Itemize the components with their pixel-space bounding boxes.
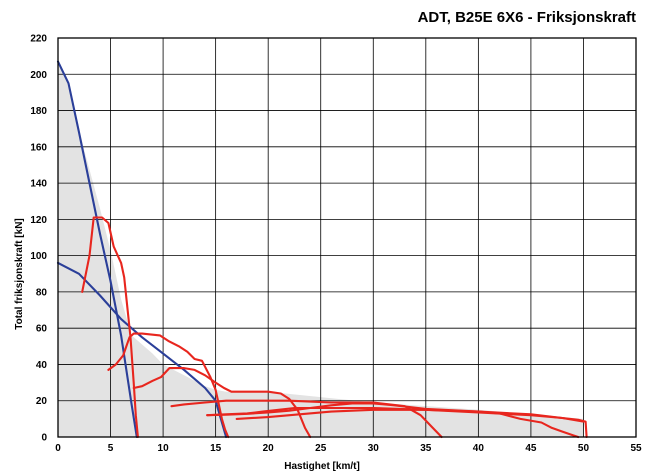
plot-border <box>57 37 637 438</box>
plot-frame <box>57 37 637 438</box>
tractive-line-6 <box>170 399 443 439</box>
x-tick-label: 40 <box>473 443 485 454</box>
tractive-line-9 <box>235 408 585 423</box>
y-tick-label: 220 <box>30 34 47 45</box>
y-tick-label: 60 <box>36 324 48 335</box>
x-axis-ticks: 0 5 10 15 20 25 30 35 40 45 50 55 <box>55 443 642 454</box>
chart-title: ADT, B25E 6X6 - Friksjonskraft <box>418 9 636 26</box>
x-tick-label: 45 <box>525 443 537 454</box>
y-tick-label: 40 <box>36 360 48 371</box>
x-tick-label: 5 <box>108 443 114 454</box>
y-tick-label: 20 <box>36 396 48 407</box>
y-tick-label: 0 <box>41 433 47 444</box>
tractive-line-7 <box>206 406 580 439</box>
x-tick-label: 20 <box>263 443 275 454</box>
y-tick-label: 100 <box>30 251 47 262</box>
x-tick-label: 10 <box>158 443 170 454</box>
y-axis-label: Total friksjonskraft [kN] <box>14 218 25 330</box>
x-tick-label: 55 <box>630 443 642 454</box>
y-tick-label: 180 <box>30 106 47 117</box>
x-axis-label: Hastighet [km/t] <box>284 461 360 472</box>
series-group <box>56 60 588 439</box>
x-tick-label: 0 <box>55 443 61 454</box>
tractive-line-4 <box>107 332 230 439</box>
friction-line-1 <box>56 60 138 439</box>
y-tick-label: 120 <box>30 215 47 226</box>
y-tick-label: 140 <box>30 179 47 190</box>
x-tick-label: 30 <box>368 443 380 454</box>
friction-line-2 <box>56 261 228 439</box>
x-tick-label: 15 <box>210 443 222 454</box>
x-tick-label: 50 <box>578 443 590 454</box>
tractive-line-5 <box>132 367 312 439</box>
y-tick-label: 200 <box>30 70 47 81</box>
y-tick-label: 160 <box>30 142 47 153</box>
x-tick-label: 35 <box>420 443 432 454</box>
x-tick-label: 25 <box>315 443 327 454</box>
y-axis-ticks: 0 20 40 60 80 100 120 140 160 180 200 220 <box>30 34 47 444</box>
y-tick-label: 80 <box>36 287 48 298</box>
